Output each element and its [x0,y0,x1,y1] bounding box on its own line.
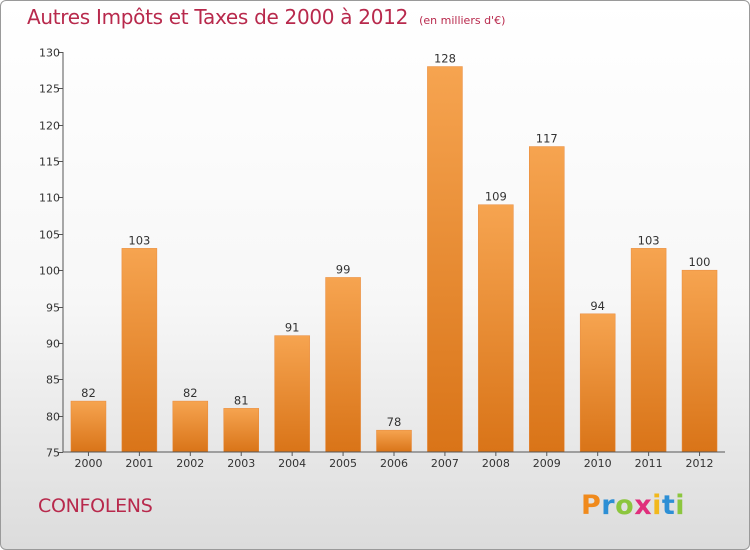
y-tick-label: 125 [39,83,60,96]
x-tick-label: 2003 [227,457,255,470]
y-tick-label: 110 [39,192,60,205]
commune-name: CONFOLENS [38,495,153,517]
proxiti-logo[interactable]: Proxiti [581,490,685,521]
bar-2006 [376,429,412,453]
y-tick-label: 85 [46,374,60,387]
bar-value-label: 91 [285,321,300,335]
y-tick-label: 100 [39,265,60,278]
logo-letter: i [675,490,686,521]
bar-2002 [172,400,209,453]
x-tick-label: 2001 [125,457,153,470]
x-tick-label: 2002 [176,457,204,470]
y-tick-label: 115 [39,156,60,169]
bar-2003 [223,408,259,453]
logo-letter: x [634,490,653,521]
logo-letter: r [601,490,616,521]
bar-value-label: 128 [434,52,456,66]
bar-2004 [274,335,310,453]
bar-2001 [121,248,158,453]
bar-2012 [681,269,718,453]
x-tick-label: 2004 [278,457,306,470]
bars-layer [70,66,718,453]
bar-value-label: 99 [336,262,351,276]
bar-value-label: 117 [536,132,558,146]
x-tick-label: 2010 [584,457,612,470]
bar-value-label: 78 [387,415,402,429]
bar-2011 [630,248,667,453]
y-tick-label: 90 [46,338,60,351]
logo-letter: o [615,490,635,521]
x-tick-label: 2000 [74,457,102,470]
y-tick-label: 95 [46,302,60,315]
chart-title-main: Autres Impôts et Taxes de 2000 à 2012 [27,5,408,29]
bar-value-label: 94 [590,299,605,313]
bar-2005 [325,277,361,453]
logo-letter: P [581,490,602,521]
x-tick-label: 2007 [431,457,459,470]
x-tick-label: 2006 [380,457,408,470]
y-tick-label: 120 [39,120,60,133]
bar-value-label: 82 [183,386,198,400]
x-tick-label: 2008 [482,457,510,470]
bar-value-label: 81 [234,393,249,407]
x-tick-label: 2011 [635,457,663,470]
y-tick-label: 75 [46,447,60,460]
bar-value-label: 82 [81,386,96,400]
y-tick-label: 80 [46,411,60,424]
logo-letter: t [661,490,676,521]
bar-2007 [427,66,463,453]
axes-layer: 75 80 85 90 95 100 105 110 115 120 125 130 82 2000 103… [39,47,725,470]
y-tick-label: 105 [39,229,60,242]
bar-value-label: 103 [638,233,660,247]
bar-2010 [579,313,616,453]
chart-title-unit: (en milliers d'€) [419,14,506,27]
bar-2009 [529,146,565,453]
x-tick-label: 2012 [686,457,714,470]
bar-value-label: 109 [485,190,507,204]
x-tick-label: 2005 [329,457,357,470]
x-tick-label: 2009 [533,457,561,470]
bar-value-label: 103 [128,233,150,247]
bar-2008 [478,204,514,453]
chart-title: Autres Impôts et Taxes de 2000 à 2012 (e… [27,5,505,29]
bar-2000 [70,400,107,453]
logo-letter: i [652,490,662,521]
bar-value-label: 100 [689,255,711,269]
y-tick-label: 130 [39,47,60,60]
